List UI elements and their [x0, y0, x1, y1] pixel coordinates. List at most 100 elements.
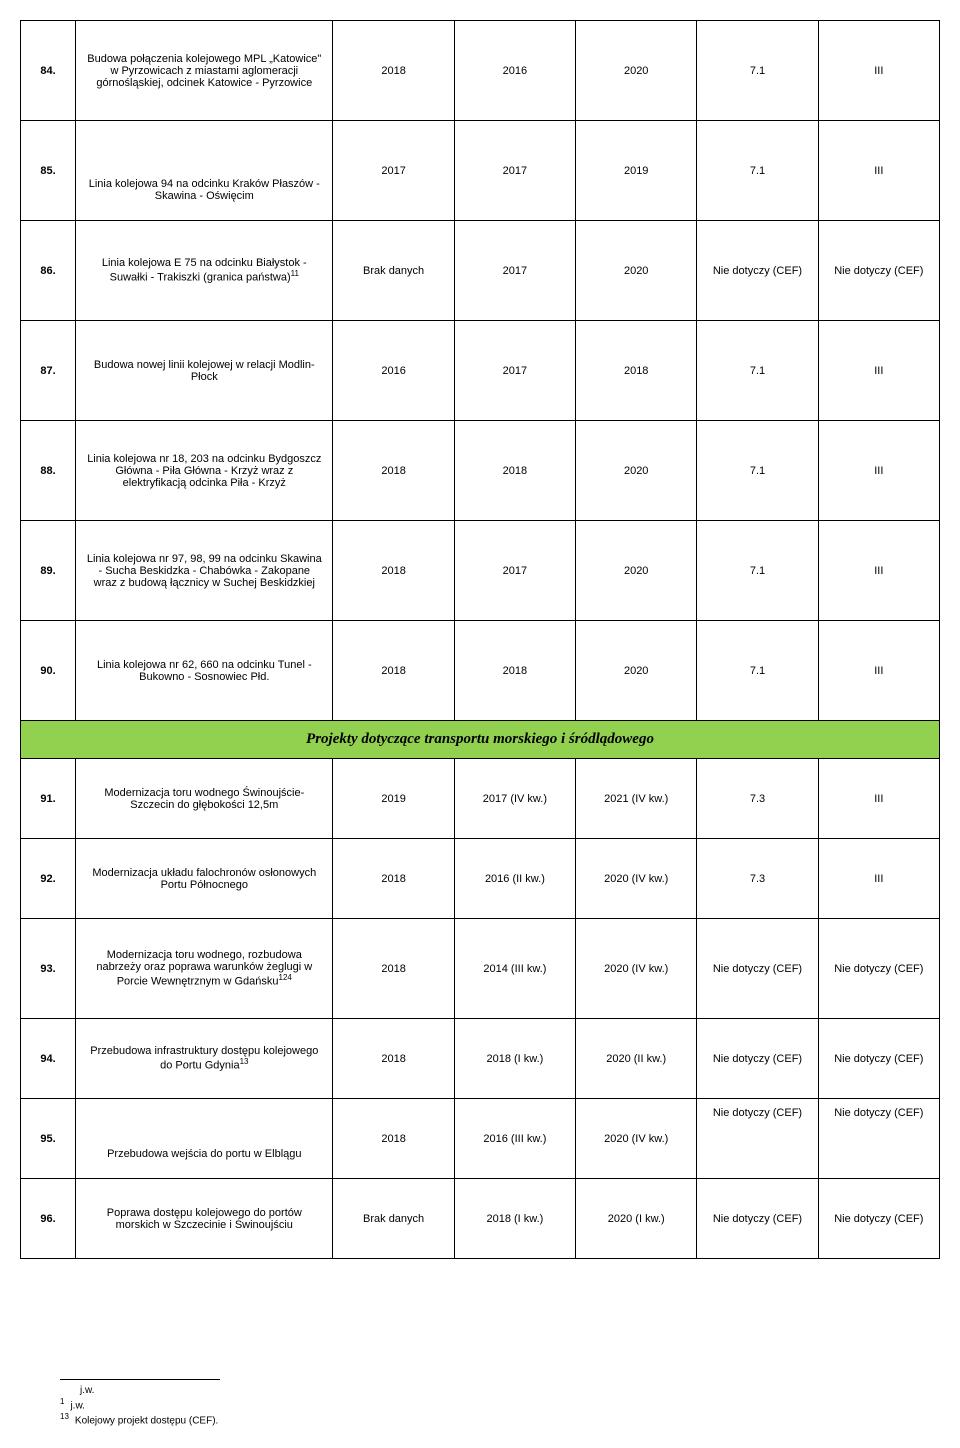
data-cell: 2016: [454, 21, 575, 121]
row-number: 92.: [21, 839, 76, 919]
row-description: Linia kolejowa E 75 na odcinku Białystok…: [76, 221, 333, 321]
data-cell: III: [818, 621, 939, 721]
data-cell: 7.1: [697, 321, 818, 421]
data-cell: III: [818, 21, 939, 121]
data-cell: 2020 (IV kw.): [576, 839, 697, 919]
data-cell: 2018: [333, 1099, 454, 1179]
row-description: Linia kolejowa nr 62, 660 na odcinku Tun…: [76, 621, 333, 721]
row-description: Modernizacja układu falochronów osłonowy…: [76, 839, 333, 919]
data-cell: III: [818, 121, 939, 221]
data-cell: 2020 (II kw.): [576, 1019, 697, 1099]
row-number: 91.: [21, 759, 76, 839]
footnote-line: 13 Kolejowy projekt dostępu (CEF).: [60, 1412, 940, 1426]
data-cell: 2019: [333, 759, 454, 839]
data-cell: 2018: [333, 21, 454, 121]
row-number: 85.: [21, 121, 76, 221]
table-row: 95.Przebudowa wejścia do portu w Elblągu…: [21, 1099, 940, 1179]
data-cell: 2017: [333, 121, 454, 221]
row-number: 93.: [21, 919, 76, 1019]
table-row: 91.Modernizacja toru wodnego Świnoujście…: [21, 759, 940, 839]
data-cell: 2020: [576, 221, 697, 321]
table-row: 85.Linia kolejowa 94 na odcinku Kraków P…: [21, 121, 940, 221]
row-number: 95.: [21, 1099, 76, 1179]
row-number: 90.: [21, 621, 76, 721]
footnote-ref: 11: [291, 269, 299, 278]
table-row: 86.Linia kolejowa E 75 na odcinku Białys…: [21, 221, 940, 321]
data-cell: 2018: [333, 421, 454, 521]
data-cell: 2020: [576, 621, 697, 721]
data-cell: 2017: [454, 221, 575, 321]
row-number: 89.: [21, 521, 76, 621]
row-number: 88.: [21, 421, 76, 521]
row-description: Linia kolejowa 94 na odcinku Kraków Płas…: [76, 121, 333, 221]
data-cell: 7.1: [697, 621, 818, 721]
data-cell: 2018: [454, 421, 575, 521]
table-row: 90.Linia kolejowa nr 62, 660 na odcinku …: [21, 621, 940, 721]
row-number: 86.: [21, 221, 76, 321]
row-description: Linia kolejowa nr 97, 98, 99 na odcinku …: [76, 521, 333, 621]
footnote-text: j.w.: [80, 1385, 94, 1396]
data-cell: 2020 (I kw.): [576, 1179, 697, 1259]
table-row: 94.Przebudowa infrastruktury dostępu kol…: [21, 1019, 940, 1099]
data-cell: 7.3: [697, 839, 818, 919]
table-row: 96.Poprawa dostępu kolejowego do portów …: [21, 1179, 940, 1259]
footnote-line: j.w.: [60, 1385, 940, 1396]
row-description: Budowa połączenia kolejowego MPL „Katowi…: [76, 21, 333, 121]
data-cell: 2014 (III kw.): [454, 919, 575, 1019]
row-number: 96.: [21, 1179, 76, 1259]
row-number: 87.: [21, 321, 76, 421]
row-description: Linia kolejowa nr 18, 203 na odcinku Byd…: [76, 421, 333, 521]
footnote-text: Kolejowy projekt dostępu (CEF).: [75, 1416, 218, 1427]
data-cell: III: [818, 421, 939, 521]
row-description: Przebudowa wejścia do portu w Elblągu: [76, 1099, 333, 1179]
data-cell: 2018: [333, 919, 454, 1019]
row-description: Modernizacja toru wodnego, rozbudowa nab…: [76, 919, 333, 1019]
data-cell: 2018: [333, 839, 454, 919]
data-cell: 2018: [576, 321, 697, 421]
data-cell: 2017: [454, 321, 575, 421]
data-cell: 2016 (III kw.): [454, 1099, 575, 1179]
data-cell: III: [818, 839, 939, 919]
row-number: 94.: [21, 1019, 76, 1099]
data-cell: 2016 (II kw.): [454, 839, 575, 919]
row-description: Przebudowa infrastruktury dostępu kolejo…: [76, 1019, 333, 1099]
data-cell: 2020: [576, 21, 697, 121]
row-description: Modernizacja toru wodnego Świnoujście-Sz…: [76, 759, 333, 839]
row-number: 84.: [21, 21, 76, 121]
footnote-number: 13: [60, 1412, 69, 1421]
table-row: 92.Modernizacja układu falochronów osłon…: [21, 839, 940, 919]
data-cell: Nie dotyczy (CEF): [818, 919, 939, 1019]
data-cell: 2021 (IV kw.): [576, 759, 697, 839]
table-row: 88.Linia kolejowa nr 18, 203 na odcinku …: [21, 421, 940, 521]
data-cell: 2018: [333, 621, 454, 721]
data-cell: Nie dotyczy (CEF): [697, 919, 818, 1019]
data-cell: 7.1: [697, 121, 818, 221]
footnotes-block: j.w.1j.w.13 Kolejowy projekt dostępu (CEF…: [20, 1379, 940, 1427]
projects-table: 84.Budowa połączenia kolejowego MPL „Kat…: [20, 20, 940, 1259]
footnote-line: 1j.w.: [60, 1397, 940, 1411]
data-cell: 2017: [454, 521, 575, 621]
row-description: Budowa nowej linii kolejowej w relacji M…: [76, 321, 333, 421]
section-header-cell: Projekty dotyczące transportu morskiego …: [21, 721, 940, 759]
table-row: 89.Linia kolejowa nr 97, 98, 99 na odcin…: [21, 521, 940, 621]
footnote-ref: 13: [240, 1057, 249, 1066]
table-row: 84.Budowa połączenia kolejowego MPL „Kat…: [21, 21, 940, 121]
data-cell: III: [818, 321, 939, 421]
data-cell: Nie dotyczy (CEF): [818, 1179, 939, 1259]
data-cell: 2019: [576, 121, 697, 221]
row-description: Poprawa dostępu kolejowego do portów mor…: [76, 1179, 333, 1259]
data-cell: III: [818, 521, 939, 621]
data-cell: 7.1: [697, 21, 818, 121]
data-cell: 2018 (I kw.): [454, 1019, 575, 1099]
data-cell: 2018: [454, 621, 575, 721]
data-cell: 2016: [333, 321, 454, 421]
data-cell: Nie dotyczy (CEF): [697, 1019, 818, 1099]
data-cell: III: [818, 759, 939, 839]
data-cell: 2020: [576, 421, 697, 521]
footnote-rule: [60, 1379, 220, 1380]
footnote-number: 1: [60, 1397, 64, 1406]
table-row: 87.Budowa nowej linii kolejowej w relacj…: [21, 321, 940, 421]
data-cell: Nie dotyczy (CEF): [818, 1019, 939, 1099]
data-cell: Nie dotyczy (CEF): [697, 1179, 818, 1259]
data-cell: Nie dotyczy (CEF): [697, 1099, 818, 1179]
